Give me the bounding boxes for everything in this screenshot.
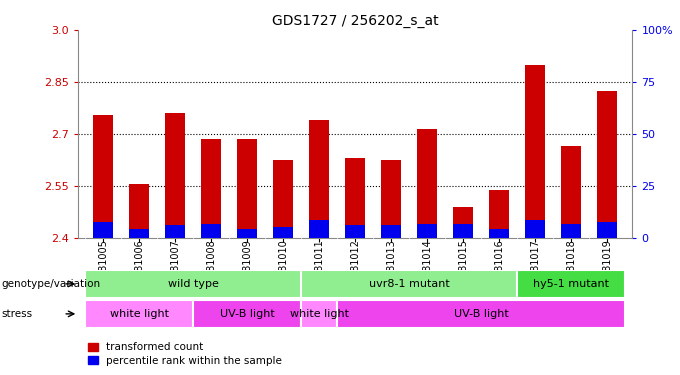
Bar xyxy=(345,158,365,238)
Bar xyxy=(165,113,185,238)
Text: UV-B light: UV-B light xyxy=(220,309,275,319)
Bar xyxy=(337,300,625,328)
Bar xyxy=(301,270,517,298)
Text: GSM81007: GSM81007 xyxy=(171,240,180,292)
Text: GSM81018: GSM81018 xyxy=(566,240,576,292)
Bar xyxy=(526,220,545,238)
Bar xyxy=(273,160,293,238)
Bar xyxy=(490,229,509,238)
Bar xyxy=(345,225,365,238)
Bar xyxy=(381,225,401,238)
Text: GSM81019: GSM81019 xyxy=(602,240,612,292)
Bar xyxy=(561,224,581,238)
Bar xyxy=(597,222,617,238)
Text: GSM81013: GSM81013 xyxy=(386,240,396,292)
Bar xyxy=(454,207,473,238)
Bar xyxy=(381,160,401,238)
Bar xyxy=(561,146,581,238)
Text: GSM81016: GSM81016 xyxy=(494,240,505,292)
Bar xyxy=(86,300,193,328)
Text: GSM81005: GSM81005 xyxy=(99,240,108,292)
Bar xyxy=(86,270,301,298)
Bar xyxy=(237,139,257,238)
Text: uvr8-1 mutant: uvr8-1 mutant xyxy=(369,279,449,289)
Text: hy5-1 mutant: hy5-1 mutant xyxy=(533,279,609,289)
Bar xyxy=(526,64,545,238)
Text: GSM81014: GSM81014 xyxy=(422,240,432,292)
Text: genotype/variation: genotype/variation xyxy=(1,279,101,289)
Bar xyxy=(309,120,329,238)
Text: stress: stress xyxy=(1,309,33,319)
Bar xyxy=(454,224,473,238)
Bar xyxy=(309,220,329,238)
Text: UV-B light: UV-B light xyxy=(454,309,509,319)
Bar xyxy=(273,227,293,238)
Text: GSM81008: GSM81008 xyxy=(206,240,216,292)
Bar xyxy=(165,225,185,238)
Title: GDS1727 / 256202_s_at: GDS1727 / 256202_s_at xyxy=(272,13,439,28)
Bar xyxy=(301,300,337,328)
Bar xyxy=(201,224,221,238)
Text: white light: white light xyxy=(110,309,169,319)
Text: wild type: wild type xyxy=(168,279,219,289)
Text: GSM81012: GSM81012 xyxy=(350,240,360,292)
Bar xyxy=(418,129,437,238)
Text: GSM81009: GSM81009 xyxy=(242,240,252,292)
Legend: transformed count, percentile rank within the sample: transformed count, percentile rank withi… xyxy=(84,338,286,370)
Text: GSM81006: GSM81006 xyxy=(135,240,144,292)
Text: GSM81017: GSM81017 xyxy=(530,240,540,292)
Bar xyxy=(418,224,437,238)
Text: GSM81011: GSM81011 xyxy=(314,240,324,292)
Bar xyxy=(129,184,150,238)
Bar xyxy=(517,270,625,298)
Bar xyxy=(490,189,509,238)
Bar xyxy=(193,300,301,328)
Bar xyxy=(93,115,114,238)
Bar xyxy=(237,229,257,238)
Text: GSM81010: GSM81010 xyxy=(278,240,288,292)
Text: GSM81015: GSM81015 xyxy=(458,240,469,292)
Bar xyxy=(597,91,617,238)
Bar xyxy=(129,229,150,238)
Text: white light: white light xyxy=(290,309,349,319)
Bar xyxy=(201,139,221,238)
Bar xyxy=(93,222,114,238)
